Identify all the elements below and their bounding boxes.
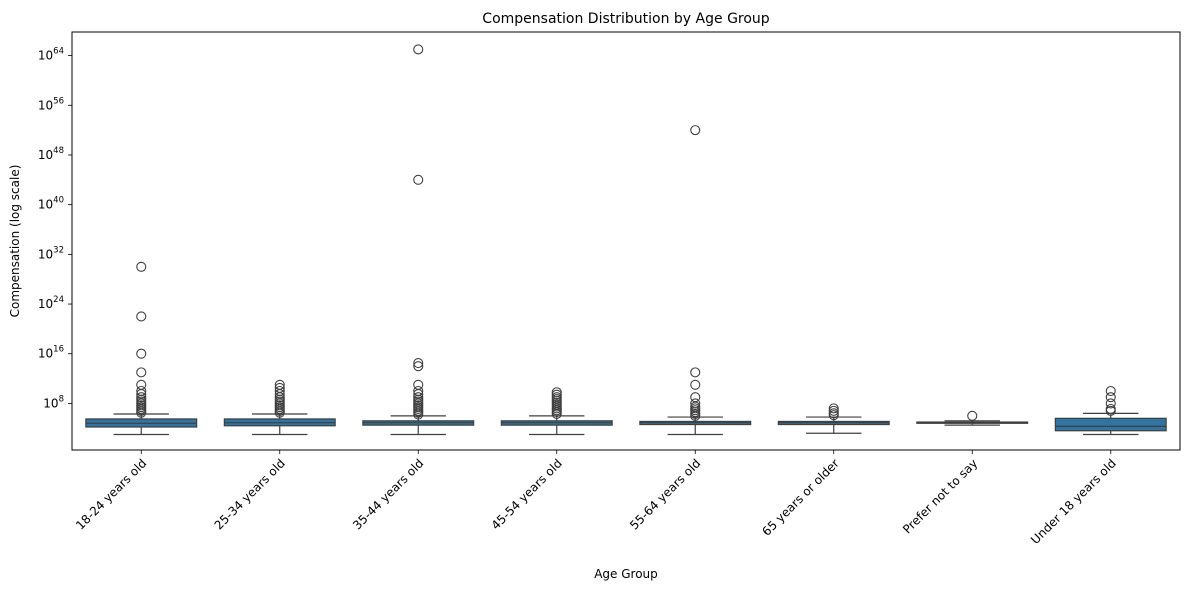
outlier-point bbox=[136, 261, 147, 272]
y-tick-base: 10 bbox=[38, 98, 53, 112]
outlier-point bbox=[690, 392, 701, 403]
box-group bbox=[1054, 385, 1167, 436]
outlier-point bbox=[274, 382, 285, 393]
box-group bbox=[916, 410, 1029, 426]
y-tick-label: 1056 bbox=[38, 96, 64, 112]
x-axis: 18-24 years old 25-34 years old 35-44 year… bbox=[73, 450, 1119, 547]
x-tick-label: Under 18 years old bbox=[1028, 456, 1119, 547]
y-tick-base: 10 bbox=[43, 396, 58, 410]
outlier-point bbox=[136, 367, 147, 378]
box-group bbox=[85, 261, 198, 436]
y-tick-label: 1016 bbox=[38, 345, 64, 361]
y-tick-exponent: 48 bbox=[53, 146, 64, 156]
outlier-point bbox=[136, 385, 147, 397]
outlier-point bbox=[136, 392, 147, 403]
y-tick-label: 1040 bbox=[38, 196, 64, 212]
box-group bbox=[639, 125, 752, 436]
outlier-point bbox=[690, 367, 701, 378]
box-group bbox=[777, 403, 890, 434]
outlier-point bbox=[690, 379, 701, 390]
box-group bbox=[500, 387, 613, 436]
outlier-point bbox=[413, 44, 424, 55]
x-tick-label: 55-64 years old bbox=[627, 456, 703, 532]
outlier-point bbox=[690, 398, 701, 409]
y-tick-label: 1024 bbox=[38, 295, 64, 311]
outlier-point bbox=[136, 379, 147, 390]
outlier-point bbox=[1105, 398, 1116, 409]
y-tick-base: 10 bbox=[38, 49, 53, 63]
outlier-point bbox=[413, 357, 424, 369]
outlier-point bbox=[136, 311, 147, 322]
y-tick-exponent: 24 bbox=[53, 295, 64, 305]
y-tick-base: 10 bbox=[38, 347, 53, 361]
outlier-point bbox=[413, 392, 424, 403]
outlier-point bbox=[1105, 385, 1116, 397]
outlier-point bbox=[828, 405, 839, 416]
outlier-point bbox=[1105, 392, 1116, 403]
y-tick-base: 10 bbox=[38, 198, 53, 212]
outlier-point bbox=[413, 174, 424, 185]
y-tick-base: 10 bbox=[38, 148, 53, 162]
plot-frame bbox=[71, 31, 1181, 451]
outlier-point bbox=[413, 379, 424, 390]
x-tick-label: 65 years or older bbox=[759, 456, 842, 539]
box-group bbox=[362, 44, 475, 436]
y-tick-base: 10 bbox=[38, 247, 53, 261]
x-tick-label: 35-44 years old bbox=[350, 456, 426, 532]
outlier-point bbox=[828, 403, 839, 414]
y-tick-base: 10 bbox=[38, 297, 53, 311]
outlier-point bbox=[551, 392, 562, 403]
y-tick-exponent: 16 bbox=[53, 345, 64, 355]
outlier-point bbox=[1105, 403, 1116, 415]
outlier-point bbox=[551, 389, 562, 400]
y-axis-label: Compensation (log scale) bbox=[8, 165, 22, 318]
x-axis-label: Age Group bbox=[594, 567, 658, 581]
outlier-point bbox=[551, 387, 562, 398]
outlier-point bbox=[274, 385, 285, 397]
outlier-point bbox=[828, 408, 839, 419]
outlier-point bbox=[967, 410, 978, 421]
y-tick-exponent: 8 bbox=[59, 394, 64, 404]
outlier-point bbox=[274, 379, 285, 390]
y-tick-exponent: 56 bbox=[53, 96, 64, 106]
y-tick-label: 1064 bbox=[38, 47, 64, 63]
plot-area bbox=[85, 44, 1167, 436]
y-tick-label: 1032 bbox=[38, 245, 64, 261]
y-tick-label: 108 bbox=[43, 394, 64, 410]
outlier-point bbox=[413, 361, 424, 372]
x-tick-label: 18-24 years old bbox=[73, 456, 149, 532]
y-tick-exponent: 40 bbox=[53, 196, 64, 206]
outlier-point bbox=[413, 385, 424, 397]
outlier-point bbox=[136, 348, 147, 359]
y-tick-exponent: 64 bbox=[53, 47, 64, 57]
outlier-point bbox=[690, 125, 701, 136]
x-tick-label: Prefer not to say bbox=[900, 456, 980, 536]
chart-title: Compensation Distribution by Age Group bbox=[482, 11, 770, 27]
x-tick-label: 45-54 years old bbox=[489, 456, 565, 532]
box-group bbox=[223, 379, 336, 436]
box-iqr bbox=[1054, 417, 1167, 432]
y-tick-exponent: 32 bbox=[53, 245, 64, 255]
y-tick-label: 1048 bbox=[38, 146, 64, 162]
x-tick-label: 25-34 years old bbox=[212, 456, 288, 532]
